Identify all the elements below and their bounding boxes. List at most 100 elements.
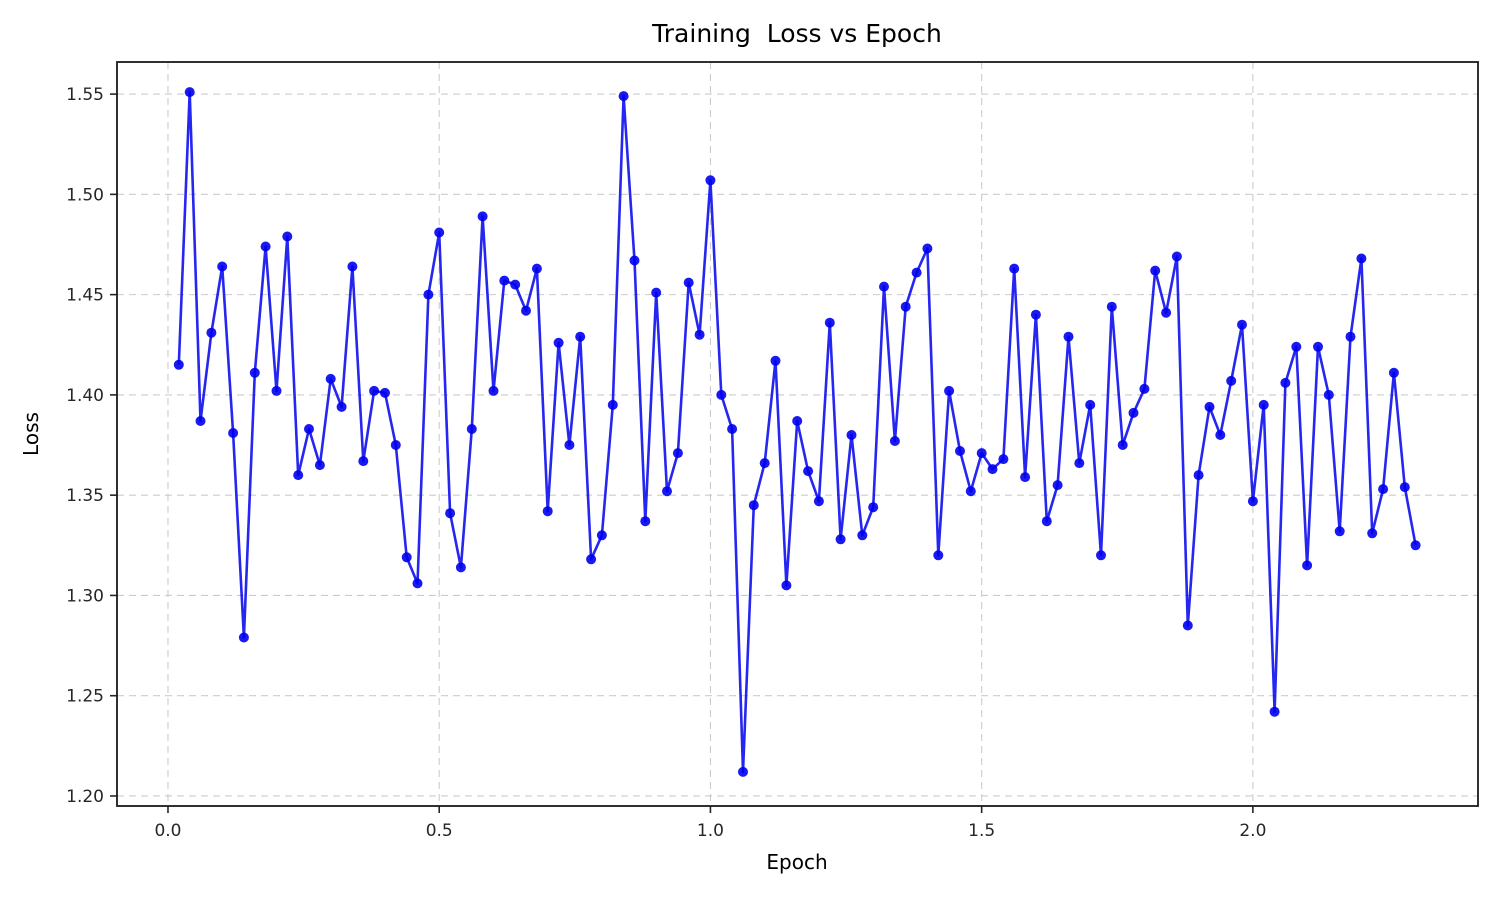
x-tick-label: 1.5 <box>968 821 995 841</box>
data-point-marker <box>184 87 195 98</box>
data-point-marker <box>521 305 531 316</box>
data-point-marker <box>1052 480 1063 491</box>
data-point-marker <box>325 373 336 384</box>
data-point-marker <box>651 287 662 298</box>
data-point-marker <box>1237 319 1247 330</box>
data-point-marker <box>640 516 651 527</box>
data-point-marker <box>694 329 705 340</box>
data-point-marker <box>1356 253 1367 264</box>
data-point-marker <box>336 401 347 412</box>
data-point-marker <box>857 530 868 541</box>
data-point-marker <box>1182 620 1193 631</box>
data-point-marker <box>260 241 271 252</box>
data-point-marker <box>1247 496 1258 507</box>
data-point-marker <box>488 385 499 396</box>
x-axis-label: Epoch <box>766 850 827 874</box>
data-point-marker <box>358 456 369 467</box>
x-tick-label: 0.5 <box>426 821 453 841</box>
data-point-marker <box>1378 484 1389 495</box>
data-point-marker <box>510 279 521 290</box>
data-point-marker <box>1074 458 1085 469</box>
data-point-marker <box>195 416 206 426</box>
data-point-marker <box>1106 301 1117 312</box>
grid-layer <box>117 62 1478 806</box>
data-point-marker <box>564 440 575 450</box>
data-point-marker <box>1323 389 1334 400</box>
data-point-marker <box>596 530 607 541</box>
data-point-marker <box>770 355 781 366</box>
tick-layer: 0.0 0.5 1.0 1.5 2.0 1.20 1.25 1.30 1.35 1.40 1.45 1… <box>66 85 1266 841</box>
data-point-marker <box>1085 399 1096 410</box>
data-point-marker <box>672 448 683 459</box>
loss-line <box>177 90 1417 774</box>
data-point-marker <box>781 580 792 591</box>
data-point-marker <box>716 389 727 400</box>
data-point-marker <box>1215 430 1226 440</box>
x-tick-label: 2.0 <box>1239 821 1266 841</box>
data-point-marker <box>1063 331 1074 342</box>
data-point-marker <box>1096 550 1106 561</box>
data-point-marker <box>824 317 835 328</box>
data-point-marker <box>1161 307 1172 318</box>
data-point-marker <box>1291 341 1302 352</box>
data-point-marker <box>1139 383 1150 394</box>
data-point-marker <box>846 430 857 440</box>
data-point-marker <box>998 454 1009 465</box>
data-point-marker <box>879 281 889 292</box>
data-point-marker <box>304 424 314 434</box>
data-point-marker <box>911 267 922 278</box>
data-point-marker <box>445 508 456 519</box>
data-point-marker <box>803 466 814 477</box>
y-tick-label: 1.40 <box>66 386 104 406</box>
data-point-marker <box>1171 251 1182 262</box>
y-tick-label: 1.45 <box>66 286 104 306</box>
data-point-marker <box>1193 470 1204 481</box>
data-point-marker <box>727 424 738 434</box>
data-point-marker <box>466 424 477 434</box>
data-point-marker <box>217 261 228 272</box>
data-point-marker <box>271 385 282 396</box>
plot-area-border <box>116 61 1479 807</box>
data-point-marker <box>1204 401 1215 412</box>
data-point-marker <box>965 486 976 497</box>
data-point-marker <box>705 175 716 186</box>
data-point-marker <box>542 506 553 517</box>
data-point-marker <box>955 446 965 456</box>
data-point-marker <box>1302 560 1313 571</box>
data-point-marker <box>401 552 412 563</box>
data-point-marker <box>618 91 629 102</box>
data-point-marker <box>173 359 184 370</box>
data-point-marker <box>477 211 488 222</box>
data-point-marker <box>434 227 445 238</box>
data-point-marker <box>412 578 423 589</box>
data-point-marker <box>380 387 390 398</box>
y-tick-label: 1.35 <box>66 486 104 506</box>
data-point-marker <box>1313 341 1323 352</box>
data-point-marker <box>933 550 944 561</box>
data-point-marker <box>1399 482 1410 493</box>
data-point-marker <box>1269 706 1280 717</box>
data-point-marker <box>900 301 911 312</box>
data-point-marker <box>575 331 586 342</box>
data-point-marker <box>531 263 542 274</box>
data-point-marker <box>1367 528 1378 539</box>
data-point-marker <box>813 496 824 507</box>
data-point-marker <box>1041 516 1052 527</box>
y-tick-label: 1.30 <box>66 586 104 606</box>
data-point-marker <box>683 277 694 288</box>
data-point-marker <box>1020 472 1031 483</box>
data-point-marker <box>662 486 672 497</box>
data-point-marker <box>944 385 955 396</box>
y-tick-label: 1.50 <box>66 185 104 205</box>
y-tick-label: 1.25 <box>66 687 104 707</box>
data-point-marker <box>390 440 401 450</box>
chart-title: Training Loss vs Epoch <box>651 19 942 48</box>
data-point-marker <box>792 416 803 426</box>
data-point-marker <box>455 562 466 573</box>
y-tick-label: 1.20 <box>66 787 104 807</box>
data-point-marker <box>586 554 597 565</box>
data-point-marker <box>1009 263 1020 274</box>
data-point-marker <box>1334 526 1345 537</box>
